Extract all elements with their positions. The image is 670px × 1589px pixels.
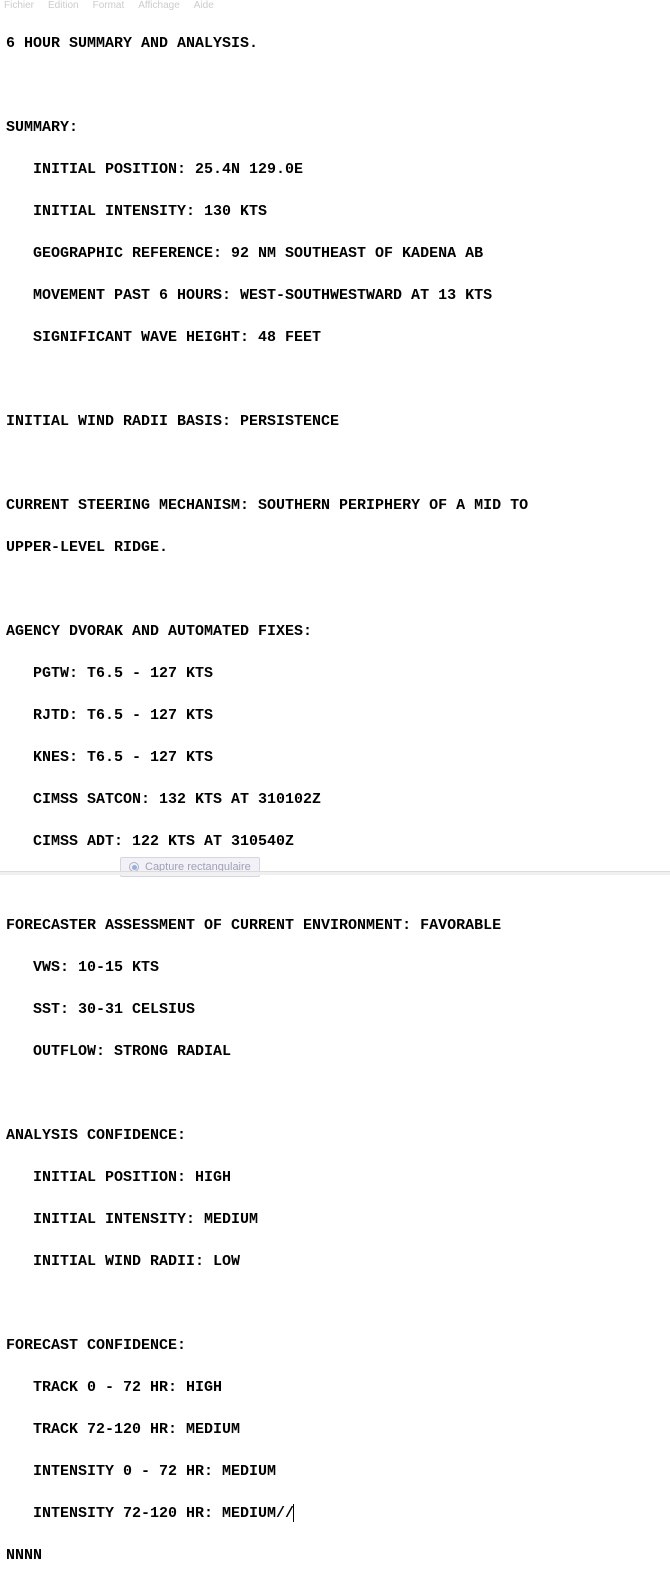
dvorak-pgtw: PGTW: T6.5 - 127 KTS: [6, 663, 664, 684]
terminator: NNNN: [6, 1545, 664, 1566]
menu-bar: Fichier Edition Format Affichage Aide: [0, 0, 670, 10]
blank-line: [6, 579, 664, 600]
environment-sst: SST: 30-31 CELSIUS: [6, 999, 664, 1020]
summary-wave-height: SIGNIFICANT WAVE HEIGHT: 48 FEET: [6, 327, 664, 348]
analysis-intensity: INITIAL INTENSITY: MEDIUM: [6, 1209, 664, 1230]
dvorak-header: AGENCY DVORAK AND AUTOMATED FIXES:: [6, 621, 664, 642]
menu-item-format[interactable]: Format: [93, 0, 125, 10]
blank-line: [6, 873, 664, 894]
doc-title: 6 HOUR SUMMARY AND ANALYSIS.: [6, 33, 664, 54]
menu-item-edit[interactable]: Edition: [48, 0, 79, 10]
menu-item-help[interactable]: Aide: [194, 0, 214, 10]
blank-line: [6, 1293, 664, 1314]
dvorak-knes: KNES: T6.5 - 127 KTS: [6, 747, 664, 768]
analysis-confidence-header: ANALYSIS CONFIDENCE:: [6, 1125, 664, 1146]
forecast-track1: TRACK 0 - 72 HR: HIGH: [6, 1377, 664, 1398]
menu-item-file[interactable]: Fichier: [4, 0, 34, 10]
summary-initial-intensity: INITIAL INTENSITY: 130 KTS: [6, 201, 664, 222]
analysis-wind-radii: INITIAL WIND RADII: LOW: [6, 1251, 664, 1272]
environment-vws: VWS: 10-15 KTS: [6, 957, 664, 978]
forecast-track2: TRACK 72-120 HR: MEDIUM: [6, 1419, 664, 1440]
wind-radii-basis: INITIAL WIND RADII BASIS: PERSISTENCE: [6, 411, 664, 432]
summary-header: SUMMARY:: [6, 117, 664, 138]
blank-line: [6, 1083, 664, 1104]
dvorak-rjtd: RJTD: T6.5 - 127 KTS: [6, 705, 664, 726]
dvorak-cimss-adt: CIMSS ADT: 122 KTS AT 310540Z: [6, 831, 664, 852]
forecast-intensity2: INTENSITY 72-120 HR: MEDIUM//: [6, 1503, 664, 1524]
steering-line1: CURRENT STEERING MECHANISM: SOUTHERN PER…: [6, 495, 664, 516]
status-bar: [0, 871, 670, 875]
blank-line: [6, 369, 664, 390]
forecast-confidence-header: FORECAST CONFIDENCE:: [6, 1335, 664, 1356]
analysis-position: INITIAL POSITION: HIGH: [6, 1167, 664, 1188]
text-cursor-icon: [293, 1504, 294, 1522]
blank-line: [6, 75, 664, 96]
summary-movement: MOVEMENT PAST 6 HOURS: WEST-SOUTHWESTWAR…: [6, 285, 664, 306]
environment-header: FORECASTER ASSESSMENT OF CURRENT ENVIRON…: [6, 915, 664, 936]
environment-outflow: OUTFLOW: STRONG RADIAL: [6, 1041, 664, 1062]
steering-line2: UPPER-LEVEL RIDGE.: [6, 537, 664, 558]
summary-geographic-reference: GEOGRAPHIC REFERENCE: 92 NM SOUTHEAST OF…: [6, 243, 664, 264]
text-editor-content[interactable]: 6 HOUR SUMMARY AND ANALYSIS. SUMMARY: IN…: [0, 10, 670, 1589]
summary-initial-position: INITIAL POSITION: 25.4N 129.0E: [6, 159, 664, 180]
dvorak-cimss-satcon: CIMSS SATCON: 132 KTS AT 310102Z: [6, 789, 664, 810]
blank-line: [6, 453, 664, 474]
menu-item-view[interactable]: Affichage: [138, 0, 180, 10]
forecast-intensity1: INTENSITY 0 - 72 HR: MEDIUM: [6, 1461, 664, 1482]
